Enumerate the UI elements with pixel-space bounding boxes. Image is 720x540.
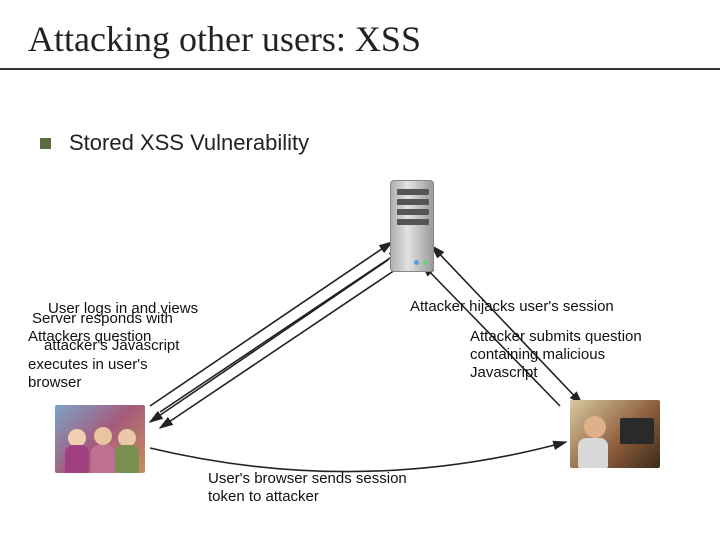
server-icon [390, 180, 438, 280]
attacker-photo [570, 400, 660, 468]
caption-submit-3: Javascript [470, 364, 538, 383]
caption-bottom-1: User's browser sends session [208, 470, 407, 489]
caption-hijack: Attacker hijacks user's session [410, 298, 614, 317]
bullet-icon [40, 138, 51, 149]
subtitle-text: Stored XSS Vulnerability [69, 130, 309, 156]
subtitle-row: Stored XSS Vulnerability [40, 130, 309, 156]
caption-bottom-2: token to attacker [208, 488, 319, 507]
user-photo [55, 405, 145, 473]
caption-attacker-js: attacker's Javascript [44, 337, 179, 356]
caption-server-responds: Server responds with [32, 310, 173, 329]
title-underline [0, 68, 720, 70]
caption-browser: browser [28, 374, 81, 393]
caption-executes: executes in user's [28, 356, 148, 375]
slide-title: Attacking other users: XSS [28, 18, 421, 60]
caption-submit-2: containing malicious [470, 346, 605, 365]
caption-submit-1: Attacker submits question [470, 328, 642, 347]
diagram-area: User logs in and views Server responds w… [0, 170, 720, 530]
